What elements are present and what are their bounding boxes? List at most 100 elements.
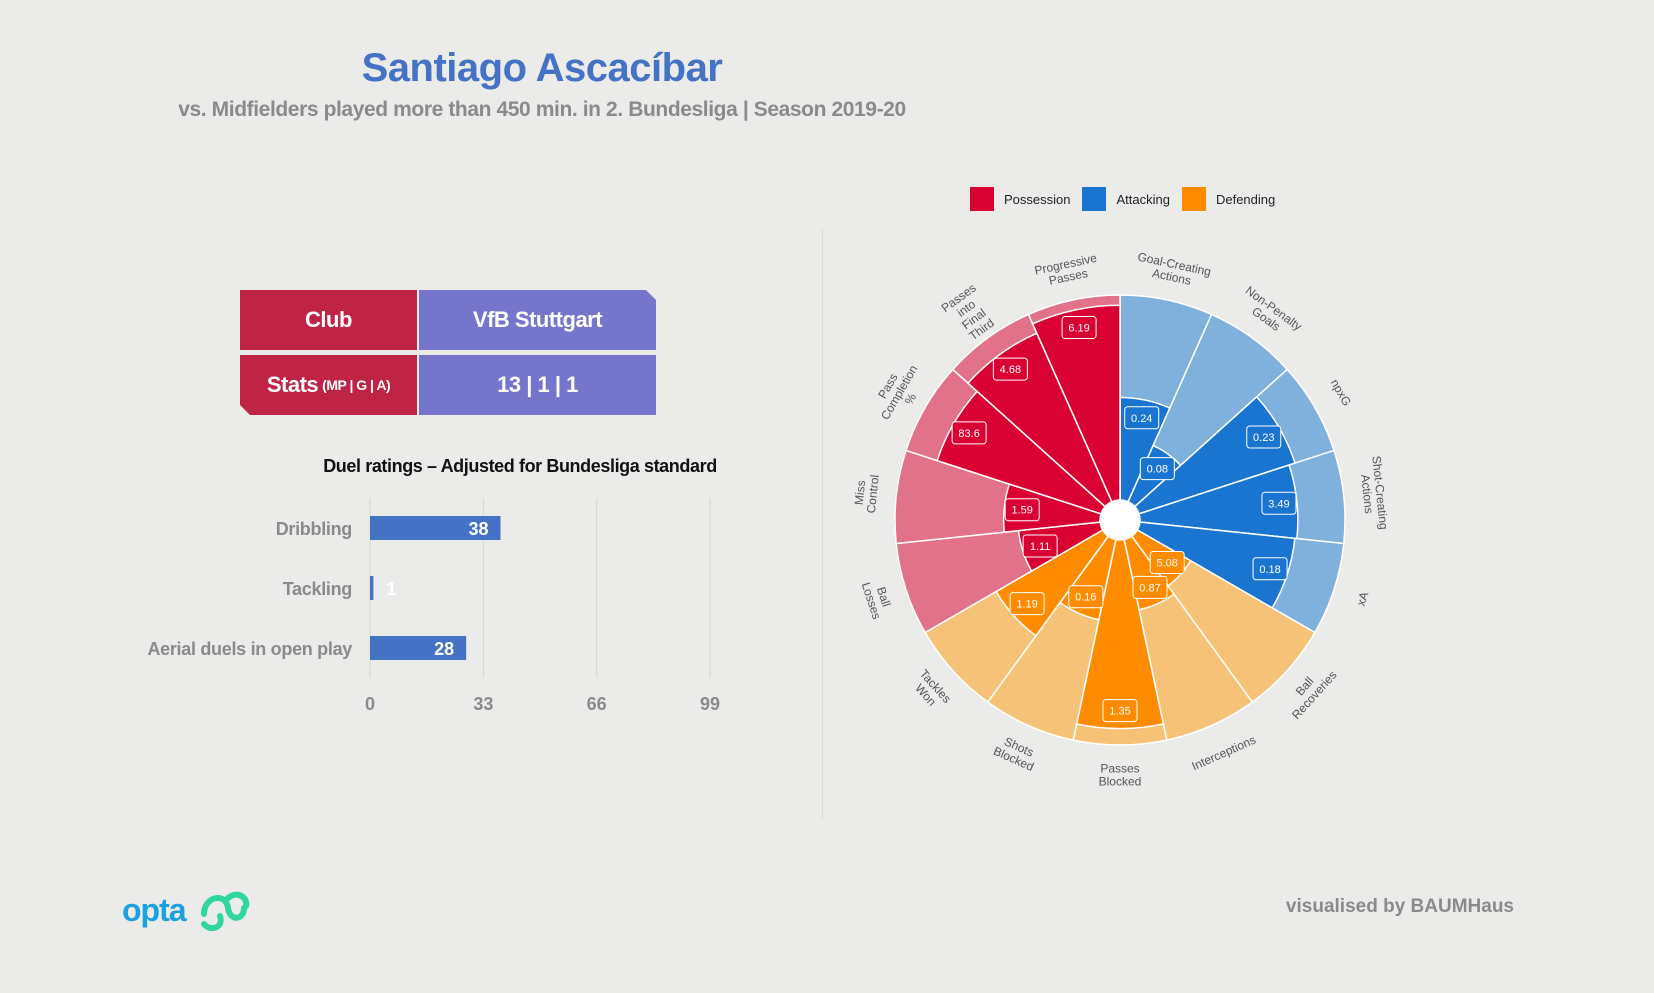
pizza-center-hole — [1100, 500, 1140, 540]
credit-text: visualised by BAUMHaus — [1285, 896, 1514, 917]
pizza-value-badge-box — [992, 357, 1028, 381]
pizza-value-badge-box — [951, 421, 987, 445]
pizza-value-label: 0.18 — [1259, 564, 1280, 576]
pizza-value-label: 3.49 — [1268, 498, 1289, 510]
pizza-value-label: 6.19 — [1068, 323, 1089, 335]
duel-x-tick-label: 99 — [700, 694, 720, 714]
pizza-category-label: TacklesWon — [907, 667, 954, 715]
pizza-chart: 0.24Goal-CreatingActions0.08Non-PenaltyG… — [852, 250, 1391, 789]
pizza-category-label-line: Ball — [874, 585, 893, 608]
duel-bar — [370, 516, 501, 540]
opta-wordmark: opta — [122, 891, 187, 928]
pizza-value-badge: 1.59 — [1004, 498, 1040, 522]
pizza-value-label: 0.16 — [1075, 592, 1096, 604]
club-value: VfB Stuttgart — [419, 290, 656, 350]
pizza-category-label-line: Control — [864, 474, 882, 514]
page-title: Santiago Ascacíbar — [361, 46, 723, 90]
pizza-value-badge-box — [1132, 575, 1168, 599]
pizza-category-label-line: npxG — [1328, 377, 1354, 409]
pizza-value-badge-box — [1102, 699, 1138, 723]
stats-label-text: Stats — [266, 372, 319, 397]
legend-swatch-possession — [970, 187, 994, 211]
pizza-value-label: 1.35 — [1109, 706, 1130, 718]
club-row: Club VfB Stuttgart — [240, 290, 656, 350]
pizza-category-label: Shot-CreatingActions — [1356, 455, 1391, 531]
legend-item-defending: Defending — [1181, 187, 1275, 211]
pizza-value-badge-box — [1068, 585, 1104, 609]
page-subtitle: vs. Midfielders played more than 450 min… — [178, 98, 906, 121]
pizza-category-label-line: Blocked — [1099, 775, 1142, 789]
legend-item-possession: Possession — [970, 187, 1070, 211]
stats-value: 13 | 1 | 1 — [419, 355, 656, 415]
pizza-value-label: 0.23 — [1253, 432, 1274, 444]
pizza-category-label: xA — [1354, 590, 1372, 608]
duel-x-tick-label: 0 — [365, 694, 375, 714]
legend-swatch-defending — [1181, 187, 1206, 211]
pizza-value-badge: 1.11 — [1022, 534, 1058, 558]
duel-x-tick-label: 33 — [473, 694, 493, 714]
pizza-category-label: Goal-CreatingActions — [1134, 250, 1213, 292]
duel-category-label: Tackling — [283, 579, 352, 599]
duel-bar-value-label: 1 — [386, 579, 396, 599]
stats-label-sub: (MP | G | A) — [322, 377, 391, 393]
pizza-value-badge: 0.08 — [1139, 457, 1175, 481]
pizza-category-label-line: Interceptions — [1189, 733, 1257, 774]
duel-category-label: Aerial duels in open play — [147, 639, 352, 659]
pizza-value-badge: 3.49 — [1261, 491, 1297, 515]
duel-bar — [370, 576, 374, 600]
pizza-value-badge-box — [1139, 457, 1175, 481]
pizza-value-label: 1.59 — [1011, 505, 1032, 517]
player-info-table: Club VfB Stuttgart Stats (MP | G | A) 13… — [240, 290, 656, 420]
pizza-category-label-line: Miss — [852, 480, 869, 506]
pizza-value-label: 0.24 — [1131, 413, 1152, 425]
pizza-value-label: 1.11 — [1030, 541, 1051, 553]
duel-bar-value-label: 38 — [468, 519, 488, 539]
pizza-value-badge: 0.18 — [1252, 557, 1288, 581]
pizza-value-badge: 6.19 — [1061, 316, 1097, 340]
stats-row: Stats (MP | G | A) 13 | 1 | 1 — [240, 355, 656, 415]
divider — [822, 228, 823, 820]
opta-logo: opta — [122, 888, 250, 932]
pizza-category-label-line: Recoveries — [1289, 668, 1340, 722]
pizza-category-label: ShotsBlocked — [991, 732, 1041, 774]
pizza-value-label: 0.08 — [1147, 464, 1168, 476]
pizza-value-label: 4.68 — [1000, 364, 1021, 376]
pizza-value-badge: 0.16 — [1068, 585, 1104, 609]
pizza-value-label: 5.08 — [1156, 557, 1177, 569]
pizza-value-badge-box — [1009, 592, 1045, 616]
pizza-value-badge: 5.08 — [1149, 550, 1185, 574]
pizza-value-badge: 0.24 — [1124, 406, 1160, 430]
duel-bar-value-label: 28 — [434, 639, 454, 659]
pizza-value-badge: 4.68 — [992, 357, 1028, 381]
pizza-value-badge-box — [1004, 498, 1040, 522]
pizza-value-label: 0.87 — [1139, 582, 1160, 594]
pizza-category-label: ProgressivePasses — [1033, 251, 1101, 291]
pizza-value-badge-box — [1124, 406, 1160, 430]
duel-category-label: Dribbling — [276, 519, 352, 539]
legend-label-possession: Possession — [1004, 191, 1071, 207]
pizza-value-badge: 0.87 — [1132, 575, 1168, 599]
duel-chart-title: Duel ratings – Adjusted for Bundesliga s… — [323, 456, 717, 476]
pizza-value-badge-box — [1252, 557, 1288, 581]
pizza-category-label: BallLosses — [859, 577, 896, 622]
pizza-category-label-line: xA — [1354, 590, 1372, 608]
legend: Possession Attacking Defending — [970, 187, 1287, 211]
opta-swirl-icon — [200, 891, 249, 932]
club-label-text: Club — [305, 307, 352, 332]
legend-label-attacking: Attacking — [1116, 191, 1170, 207]
pizza-value-badge: 1.19 — [1009, 592, 1045, 616]
pizza-value-badge-box — [1149, 550, 1185, 574]
pizza-value-badge: 0.23 — [1246, 425, 1282, 449]
pizza-value-badge-box — [1261, 491, 1297, 515]
pizza-category-label: Interceptions — [1189, 733, 1257, 774]
pizza-category-label: npxG — [1328, 377, 1354, 409]
stats-label: Stats (MP | G | A) — [240, 355, 417, 415]
pizza-value-label: 1.19 — [1016, 599, 1037, 611]
duel-ratings-chart: 0 33 66 99 Dribbling 38 Tackling 1 Aerial duels … — [147, 498, 720, 714]
legend-item-attacking: Attacking — [1082, 187, 1170, 211]
pizza-value-badge-box — [1061, 316, 1097, 340]
pizza-category-label-line: Passes — [1100, 762, 1139, 776]
legend-swatch-attacking — [1082, 187, 1107, 211]
pizza-value-label: 83.6 — [958, 428, 979, 440]
pizza-category-label-line: Actions — [1358, 474, 1376, 515]
